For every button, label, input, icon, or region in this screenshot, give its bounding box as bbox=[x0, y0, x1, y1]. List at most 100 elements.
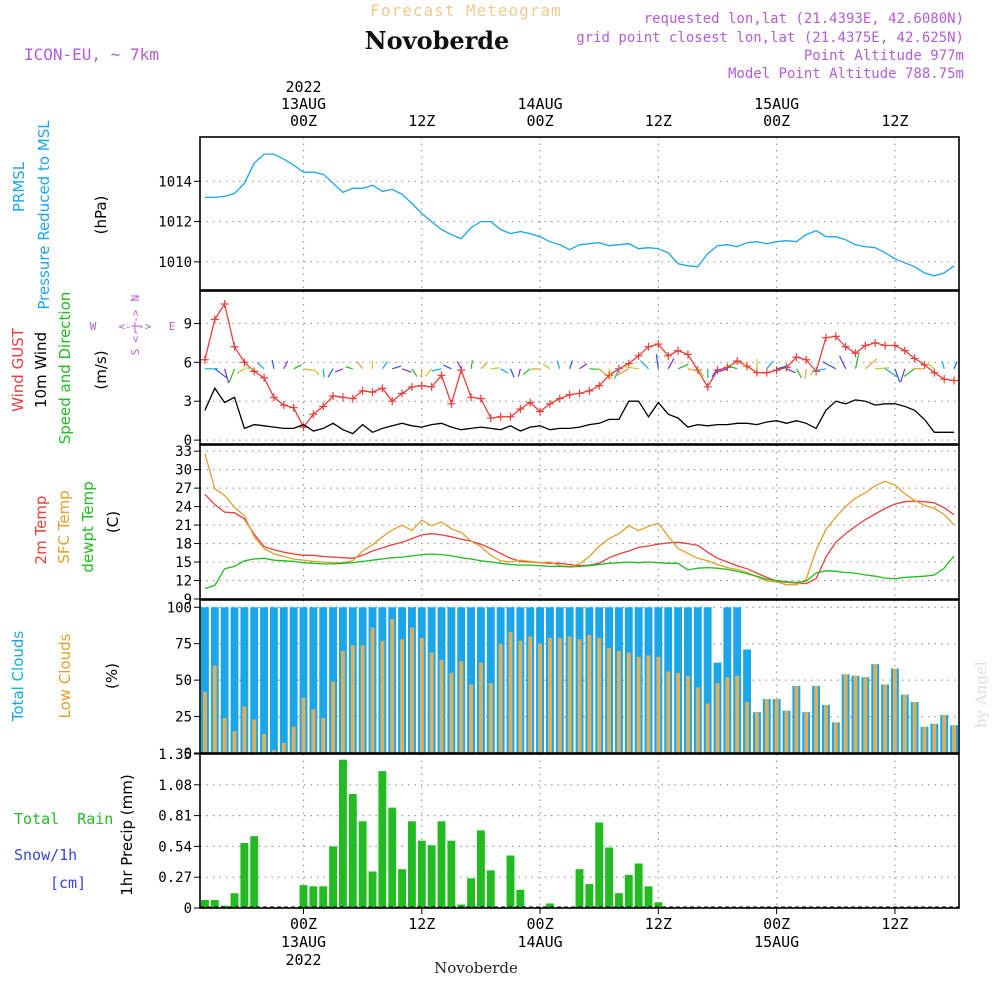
wind-gust-marker bbox=[624, 359, 633, 368]
wind-direction-arrow bbox=[228, 368, 236, 384]
low-cloud-bar bbox=[735, 675, 740, 753]
time-label-bottom-4: 15AUG bbox=[754, 933, 799, 951]
precip-bar bbox=[338, 759, 347, 908]
pressure-ytick-label-1: 1012 bbox=[158, 215, 192, 231]
grid-point-coords: grid point closest lon,lat (21.4375E, 42… bbox=[576, 30, 964, 46]
wind-gust-marker bbox=[890, 341, 899, 350]
wind-gust-marker bbox=[279, 401, 288, 410]
model-altitude: Model Point Altitude 788.75m bbox=[728, 66, 964, 82]
precip-ytick-label-1: 0.27 bbox=[158, 870, 192, 886]
low-cloud-bar bbox=[646, 655, 651, 753]
low-cloud-bar bbox=[843, 674, 848, 753]
wind-direction-arrow bbox=[953, 361, 958, 370]
low-cloud-bar bbox=[350, 645, 355, 753]
wind-direction-arrow bbox=[334, 368, 344, 373]
wind-gust-marker bbox=[210, 315, 219, 324]
total-cloud-bar bbox=[319, 607, 328, 753]
total-cloud-bar bbox=[703, 607, 712, 753]
low-cloud-bar bbox=[804, 712, 809, 753]
wind-gust-marker bbox=[398, 389, 407, 398]
precip-ylabel: 1hr Precip (mm) bbox=[118, 774, 136, 895]
low-cloud-bar bbox=[232, 731, 237, 753]
total-cloud-bar bbox=[250, 607, 259, 753]
low-cloud-bar bbox=[942, 715, 947, 753]
time-label-bottom-0: 00Z bbox=[290, 915, 317, 933]
compass-n: N bbox=[129, 295, 142, 302]
precip-bar bbox=[506, 855, 515, 908]
low-cloud-bar bbox=[695, 687, 700, 753]
temp-ytick-label-3: 18 bbox=[175, 537, 192, 553]
place-title: Novoberde bbox=[365, 26, 510, 55]
low-cloud-bar bbox=[331, 681, 336, 753]
wind-gust-marker bbox=[536, 407, 545, 416]
wind-direction-arrow bbox=[711, 368, 718, 378]
wind-direction-arrow bbox=[623, 366, 639, 370]
wind-direction-arrow bbox=[589, 368, 599, 370]
time-label-top-2: 00Z bbox=[527, 112, 554, 130]
wind-gust-marker bbox=[467, 393, 476, 402]
low-cloud-bar bbox=[676, 672, 681, 753]
total-cloud-bar bbox=[329, 607, 338, 753]
precip-bar bbox=[634, 863, 643, 908]
low-cloud-bar bbox=[291, 726, 296, 753]
wind-unit: (m/s) bbox=[92, 350, 110, 389]
precip-ytick-label-5: 1.35 bbox=[158, 747, 192, 763]
precip-bar bbox=[407, 821, 416, 908]
clouds-ytick-label-3: 75 bbox=[175, 637, 192, 653]
wind-direction-arrow bbox=[381, 361, 388, 370]
wind-gust-marker bbox=[881, 341, 890, 350]
pressure-ytick-label-0: 1010 bbox=[158, 255, 192, 271]
time-label-top-0: 00Z bbox=[290, 112, 317, 130]
low-cloud-bar bbox=[488, 683, 493, 753]
wind-gust-marker bbox=[634, 351, 643, 360]
time-axis-layer: 202213AUG00Z00Z13AUG202212Z12Z14AUG00Z00… bbox=[281, 78, 909, 969]
wind-gust-marker bbox=[762, 368, 771, 377]
total-cloud-bar bbox=[309, 607, 318, 753]
low-cloud-bar bbox=[577, 639, 582, 753]
wind-gust-marker bbox=[733, 357, 742, 366]
clouds-ytick-label-0: 0 bbox=[184, 746, 192, 762]
wind-gust-marker bbox=[358, 386, 367, 395]
wind-gust-marker bbox=[585, 386, 594, 395]
pressure-panel: 1010 1012 1014 bbox=[158, 136, 960, 291]
wind-direction-arrow bbox=[442, 364, 452, 370]
wind-direction-arrow bbox=[517, 368, 521, 377]
low-cloud-bar bbox=[409, 627, 414, 753]
precip-bar bbox=[388, 807, 397, 908]
precip-bar bbox=[329, 846, 338, 908]
precip-bar bbox=[319, 886, 328, 908]
temp-frame bbox=[199, 444, 960, 600]
wind-direction-arrow bbox=[718, 368, 728, 373]
precip-bar bbox=[358, 821, 367, 908]
wind-direction-arrow bbox=[900, 368, 906, 383]
wind-gust-marker bbox=[861, 341, 870, 350]
wind-direction-arrow bbox=[795, 368, 803, 379]
low-cloud-bar bbox=[715, 683, 720, 753]
clouds-frame bbox=[199, 599, 960, 754]
low-cloud-bar bbox=[666, 671, 671, 753]
precip-ytick-label-3: 0.81 bbox=[158, 809, 192, 825]
time-label-bottom-2: 14AUG bbox=[517, 933, 562, 951]
wind-gust-marker bbox=[851, 349, 860, 358]
low-cloud-bar bbox=[340, 651, 345, 753]
precip-ytick-label-2: 0.54 bbox=[158, 839, 192, 855]
wind-direction-arrow bbox=[244, 367, 255, 370]
wind-direction-arrow bbox=[677, 363, 689, 370]
low-cloud-bar bbox=[400, 639, 405, 753]
low-cloud-bar bbox=[547, 637, 552, 753]
wind-direction-arrow bbox=[776, 365, 787, 370]
wind-ytick-label-0: 0 bbox=[184, 433, 192, 449]
wind-gust-marker bbox=[486, 414, 495, 423]
precip-bar bbox=[210, 900, 219, 908]
wind-direction-arrow bbox=[480, 362, 488, 370]
low-cloud-bar bbox=[873, 664, 878, 753]
precip-bar bbox=[585, 884, 594, 908]
wind-gust-marker bbox=[240, 358, 249, 367]
wind-direction-arrow bbox=[697, 368, 705, 377]
pressure-panel-labels: PRMSL Pressure Reduced to MSL (hPa) bbox=[10, 120, 110, 310]
low-cloud-bar bbox=[459, 661, 464, 753]
low-cloud-bar bbox=[528, 636, 533, 753]
wind-panel: 0 3 6 9 bbox=[184, 290, 960, 449]
wind-direction-arrow bbox=[598, 368, 608, 376]
